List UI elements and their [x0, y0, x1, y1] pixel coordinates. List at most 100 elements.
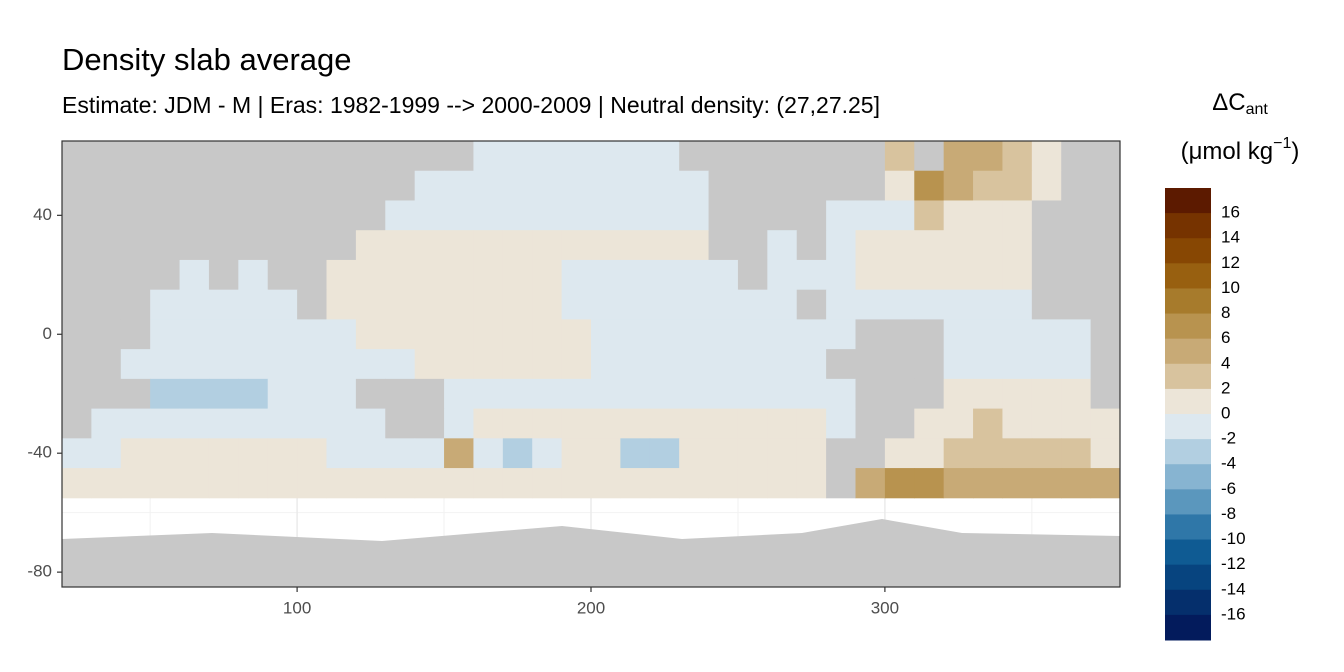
land-cell	[150, 141, 181, 172]
raster-cell	[385, 289, 416, 320]
land-cell	[1090, 200, 1121, 231]
land-cell	[914, 378, 945, 410]
raster-cell	[737, 468, 768, 499]
land-cell	[385, 170, 416, 201]
raster-cell	[561, 349, 592, 380]
raster-cell	[884, 468, 915, 499]
raster-cell	[884, 438, 915, 469]
land-cell	[297, 200, 327, 231]
land-cell	[1090, 259, 1121, 291]
raster-cell	[1002, 289, 1033, 320]
raster-cell	[1031, 141, 1062, 172]
land-cell	[679, 141, 710, 172]
land-cell	[91, 200, 122, 231]
land-cell	[737, 259, 768, 291]
raster-cell	[708, 408, 739, 439]
raster-cell	[1031, 378, 1062, 410]
raster-cell	[502, 200, 533, 231]
raster-cell	[914, 289, 945, 320]
raster-cell	[884, 289, 915, 320]
raster-cell	[914, 259, 945, 291]
raster-cell	[385, 200, 416, 231]
raster-cell	[297, 349, 327, 380]
land-cell	[238, 200, 269, 231]
raster-cell	[914, 408, 945, 439]
antarctica	[62, 519, 1120, 587]
raster-cell	[679, 438, 710, 469]
land-cell	[737, 230, 768, 261]
raster-cell	[973, 230, 1003, 261]
land-cell	[1090, 319, 1121, 350]
land-cell	[708, 200, 739, 231]
raster-cell	[297, 319, 327, 350]
legend-label: 4	[1221, 353, 1230, 372]
raster-cell	[826, 319, 856, 350]
raster-cell	[649, 438, 680, 469]
raster-cell	[943, 468, 974, 499]
raster-cell	[1031, 170, 1062, 201]
raster-cell	[708, 349, 739, 380]
raster-cell	[355, 259, 386, 291]
land-cell	[208, 170, 239, 201]
raster-cell	[532, 378, 563, 410]
raster-cell	[297, 408, 327, 439]
raster-cell	[1002, 170, 1033, 201]
raster-cell	[355, 230, 386, 261]
land-cell	[826, 468, 856, 499]
raster-cell	[238, 349, 269, 380]
land-cell	[62, 230, 92, 261]
legend-key	[1165, 614, 1211, 641]
legend-key	[1165, 589, 1211, 616]
raster-cell	[737, 378, 768, 410]
raster-cell	[444, 378, 474, 410]
raster-cell	[591, 438, 621, 469]
raster-cell	[1002, 349, 1033, 380]
raster-cell	[1002, 378, 1033, 410]
raster-cell	[267, 349, 298, 380]
raster-cell	[385, 468, 416, 499]
land-cell	[737, 200, 768, 231]
raster-cell	[532, 289, 563, 320]
raster-cell	[267, 289, 298, 320]
raster-cell	[444, 200, 474, 231]
land-cell	[1031, 200, 1062, 231]
raster-cell	[502, 438, 533, 469]
land-cell	[1061, 259, 1092, 291]
legend-key	[1165, 288, 1211, 315]
legend-key	[1165, 514, 1211, 541]
land-cell	[884, 378, 915, 410]
land-cell	[62, 378, 92, 410]
land-cell	[208, 230, 239, 261]
raster-cell	[943, 378, 974, 410]
raster-cell	[355, 438, 386, 469]
raster-cell	[649, 141, 680, 172]
raster-cell	[120, 468, 151, 499]
raster-cell	[1002, 141, 1033, 172]
raster-cell	[532, 259, 563, 291]
land-cell	[297, 230, 327, 261]
land-cell	[267, 141, 298, 172]
raster-cell	[150, 408, 181, 439]
raster-cell	[1031, 438, 1062, 469]
land-cell	[737, 170, 768, 201]
legend-label: -12	[1221, 554, 1246, 573]
land-cell	[62, 289, 92, 320]
raster-cell	[444, 468, 474, 499]
raster-cell	[179, 408, 210, 439]
raster-cell	[620, 141, 651, 172]
raster-cell	[943, 141, 974, 172]
raster-cell	[473, 349, 504, 380]
raster-cell	[1002, 468, 1033, 499]
raster-cell	[326, 378, 357, 410]
raster-cell	[473, 289, 504, 320]
raster-cell	[620, 438, 651, 469]
raster-cell	[914, 200, 945, 231]
raster-cell	[649, 170, 680, 201]
raster-cell	[238, 259, 269, 291]
land-cell	[91, 259, 122, 291]
raster-cell	[208, 408, 239, 439]
raster-cell	[649, 349, 680, 380]
raster-cell	[826, 378, 856, 410]
raster-cell	[767, 259, 798, 291]
raster-cell	[385, 349, 416, 380]
